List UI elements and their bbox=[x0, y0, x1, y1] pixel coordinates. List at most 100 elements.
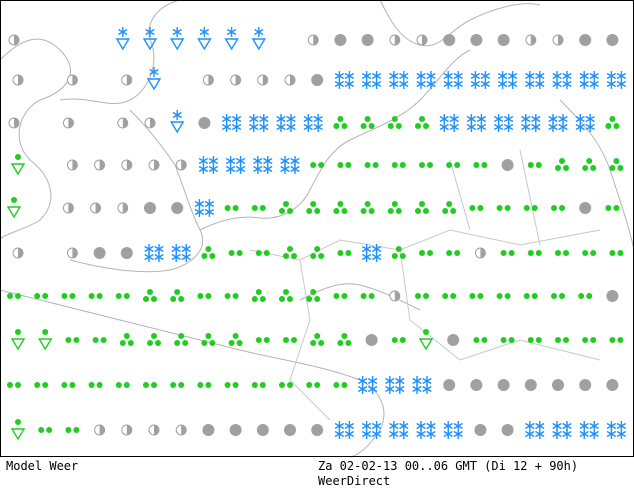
rain-drop bbox=[232, 293, 239, 299]
snow-flake bbox=[263, 157, 273, 165]
rain-drop bbox=[197, 293, 204, 299]
snow-flake bbox=[276, 115, 286, 123]
rain-drop bbox=[337, 250, 344, 256]
snow-flake bbox=[453, 72, 463, 80]
rain-drop bbox=[263, 337, 270, 343]
rain-drop bbox=[613, 123, 620, 129]
snow-flake bbox=[422, 385, 432, 393]
snow-flake bbox=[548, 123, 558, 131]
rain-drop bbox=[283, 289, 289, 295]
snow-flake bbox=[194, 208, 205, 216]
snow-flake bbox=[606, 80, 617, 88]
cloud bbox=[120, 247, 133, 259]
snow-flake bbox=[235, 165, 246, 173]
rain-drop bbox=[387, 208, 394, 214]
snow-flake bbox=[253, 165, 263, 173]
cloud bbox=[334, 34, 347, 46]
snow-flake bbox=[589, 430, 599, 438]
rain-drop bbox=[605, 123, 612, 129]
snow-flake bbox=[426, 72, 436, 80]
rain-drop bbox=[178, 333, 185, 339]
rain-drop bbox=[255, 337, 262, 343]
rain-drop bbox=[551, 205, 557, 211]
snow-flake bbox=[254, 28, 264, 36]
snow-flake bbox=[385, 385, 395, 393]
cloud bbox=[311, 74, 324, 86]
rain-drop bbox=[143, 296, 149, 302]
snow-flake bbox=[521, 115, 531, 123]
rain-drop bbox=[69, 293, 76, 299]
shower bbox=[142, 38, 158, 51]
snow-flake bbox=[585, 115, 595, 123]
snow-flake bbox=[606, 72, 617, 80]
partly-cloudy-half bbox=[208, 75, 214, 85]
snow-flake bbox=[367, 377, 378, 385]
snow-flake bbox=[531, 115, 541, 123]
snow-flake bbox=[449, 115, 459, 123]
rain-drop bbox=[590, 337, 597, 343]
rain-drop bbox=[310, 162, 317, 168]
rain-drop bbox=[415, 208, 421, 214]
cloud bbox=[606, 290, 619, 302]
shower bbox=[251, 38, 267, 51]
rain-drop bbox=[15, 154, 21, 160]
snow-flake bbox=[154, 253, 164, 261]
snow-flake bbox=[334, 72, 345, 80]
cloud bbox=[606, 34, 619, 46]
rain-drop bbox=[209, 253, 216, 259]
snow-flake bbox=[286, 115, 296, 123]
snow-flake bbox=[357, 377, 368, 385]
snow-flake bbox=[579, 422, 589, 430]
snow-flake bbox=[263, 165, 273, 173]
rain-drop bbox=[318, 340, 325, 346]
rain-drop bbox=[306, 296, 313, 302]
snow-flake bbox=[145, 28, 155, 36]
rain-drop bbox=[174, 340, 181, 346]
rain-drop bbox=[314, 208, 321, 214]
partly-cloudy-half bbox=[122, 118, 128, 128]
rain-drop bbox=[201, 253, 208, 259]
snow-flake bbox=[385, 377, 395, 385]
rain-drop bbox=[251, 382, 258, 388]
rain-drop bbox=[423, 123, 429, 129]
partly-cloudy-half bbox=[313, 35, 319, 45]
snow-flake bbox=[562, 72, 572, 80]
rain-drop bbox=[205, 293, 212, 299]
snow-flake bbox=[579, 430, 589, 438]
partly-cloudy-half bbox=[154, 160, 159, 170]
snow-flake bbox=[525, 422, 535, 430]
snow-flake bbox=[579, 72, 589, 80]
snow-flake bbox=[531, 123, 541, 131]
snow-flake bbox=[416, 72, 426, 80]
snow-flake bbox=[199, 28, 210, 36]
rain-drop bbox=[582, 337, 589, 343]
rain-drop bbox=[341, 333, 348, 339]
cloud bbox=[552, 379, 564, 391]
snow-flake bbox=[497, 80, 508, 88]
rain-drop bbox=[360, 293, 367, 299]
rain-drop bbox=[469, 293, 476, 299]
partly-cloudy-half bbox=[126, 75, 132, 85]
snow-flake bbox=[344, 430, 355, 438]
rain-drop bbox=[65, 427, 72, 433]
snow-flake bbox=[280, 157, 290, 165]
partly-cloudy-half bbox=[126, 160, 132, 170]
rain-drop bbox=[255, 289, 262, 295]
rain-drop bbox=[590, 165, 597, 171]
rain-drop bbox=[395, 246, 402, 252]
rain-drop bbox=[251, 205, 258, 211]
snow-flake bbox=[552, 72, 562, 80]
shower bbox=[10, 338, 26, 351]
snow-flake bbox=[562, 430, 572, 438]
snow-flake bbox=[361, 253, 372, 261]
rain-drop bbox=[15, 382, 21, 388]
cloud bbox=[474, 424, 487, 436]
snow-flake bbox=[154, 245, 164, 253]
snow-flake bbox=[589, 80, 599, 88]
snow-flake bbox=[313, 115, 323, 123]
rain-drop bbox=[609, 116, 616, 122]
snow-flake bbox=[589, 72, 599, 80]
rain-drop bbox=[34, 293, 41, 299]
rain-drop bbox=[232, 205, 239, 211]
snow-flake bbox=[476, 115, 487, 123]
